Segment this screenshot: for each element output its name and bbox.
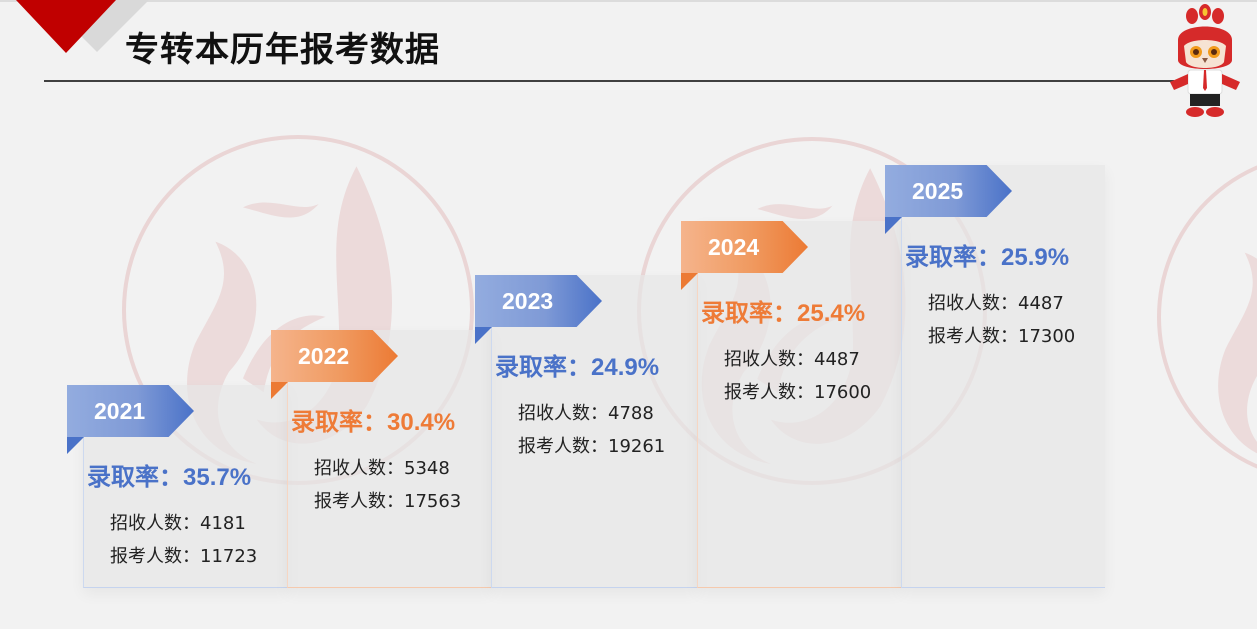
admission-rate: 录取率：35.7% [87,464,252,491]
year-card-2025: 2025 录取率：25.9% 招收人数：4487 报考人数：17300 [885,165,1105,588]
year-label: 2023 [502,287,554,314]
year-label: 2025 [912,177,964,204]
admission-rate: 录取率：25.4% [701,300,866,327]
enrolled-count: 招收人数：4487 [928,293,1064,314]
applicants-count: 报考人数：11723 [110,546,258,567]
admission-rate: 录取率：24.9% [495,354,660,381]
enrolled-count: 招收人数：4487 [724,349,860,370]
enrolled-count: 招收人数：4181 [110,513,246,534]
page-title: 专转本历年报考数据 [125,30,440,70]
ribbon-fold [271,382,288,399]
year-label: 2022 [298,342,350,369]
ribbon-fold [681,273,698,290]
phoenix-mascot-icon [1170,4,1240,117]
applicants-count: 报考人数：19261 [518,436,666,457]
admission-rate: 录取率：30.4% [291,409,456,436]
year-ribbon: 2022 [271,330,398,382]
ribbon-fold [67,437,84,454]
year-card-2023: 2023 录取率：24.9% 招收人数：4788 报考人数：19261 [475,275,697,588]
year-ribbon: 2024 [681,221,808,273]
year-card-2024: 2024 录取率：25.4% 招收人数：4487 报考人数：17600 [681,221,901,588]
year-ribbon: 2025 [885,165,1012,217]
year-ribbon: 2023 [475,275,602,327]
year-card-2022: 2022 录取率：30.4% 招收人数：5348 报考人数：17563 [271,330,492,588]
ribbon-fold [885,217,902,234]
ribbon-fold [475,327,492,344]
title-divider [44,80,1174,82]
corner-decoration-red [16,0,116,53]
enrolled-count: 招收人数：5348 [314,458,450,479]
phoenix-watermark-icon [1157,152,1257,482]
applicants-count: 报考人数：17600 [724,382,872,403]
admission-rate: 录取率：25.9% [905,244,1070,271]
year-card-2021: 2021 录取率：35.7% 招收人数：4181 报考人数：11723 [67,385,288,588]
enrolled-count: 招收人数：4788 [518,403,654,424]
year-ribbon: 2021 [67,385,194,437]
year-label: 2024 [708,233,760,260]
applicants-count: 报考人数：17563 [314,491,462,512]
year-label: 2021 [94,397,146,424]
top-border [0,0,1257,2]
applicants-count: 报考人数：17300 [928,326,1076,347]
